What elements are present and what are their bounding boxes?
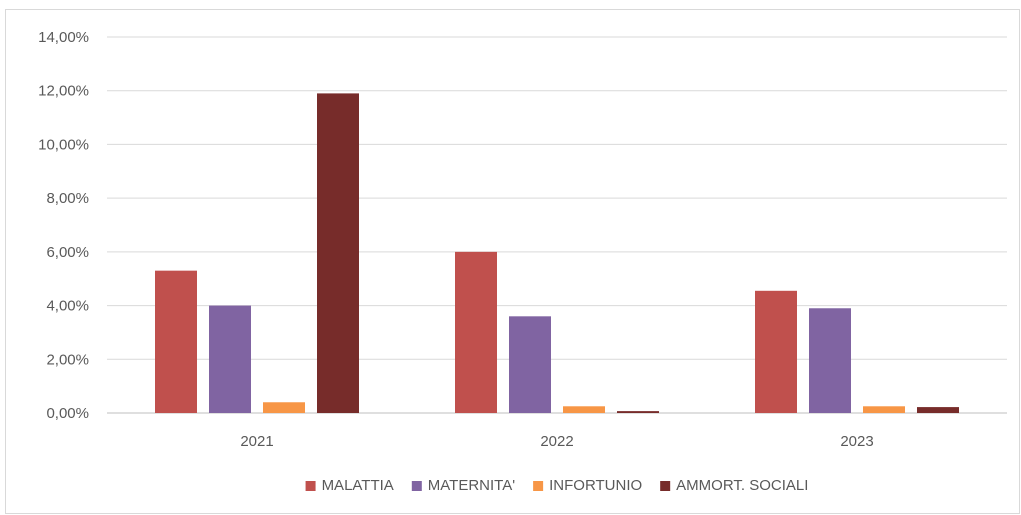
y-tick-label: 10,00%	[38, 136, 89, 153]
y-tick-label: 12,00%	[38, 83, 89, 100]
bar-ammort-sociali-2021	[317, 93, 359, 414]
legend-item: MALATTIA	[305, 477, 394, 494]
legend-label: AMMORT. SOCIALI	[676, 477, 808, 494]
bar-malattia-2023	[755, 290, 797, 413]
bar-malattia-2022	[455, 251, 497, 413]
bar-maternita-2022	[509, 316, 551, 413]
legend-swatch	[660, 481, 671, 491]
y-tick-label: 8,00%	[46, 190, 89, 207]
y-tick-label: 4,00%	[46, 298, 89, 315]
bar-infortunio-2021	[263, 402, 305, 413]
x-axis-tick-labels: 2021 2022 2023	[240, 433, 873, 450]
chart-frame	[5, 9, 1020, 514]
legend-item: INFORTUNIO	[533, 477, 642, 494]
gridlines	[107, 36, 1007, 414]
x-tick-label: 2023	[840, 433, 873, 450]
y-tick-label: 2,00%	[46, 351, 89, 368]
y-tick-label: 6,00%	[46, 244, 89, 261]
bar-infortunio-2023	[863, 406, 905, 413]
legend: MALATTIA MATERNITA' INFORTUNIO AMMORT. SOCI…	[305, 477, 808, 494]
bar-ammort-sociali-2022	[617, 411, 659, 413]
legend-label: MATERNITA'	[428, 477, 515, 494]
legend-swatch	[411, 481, 422, 491]
legend-item: AMMORT. SOCIALI	[660, 477, 808, 494]
x-tick-label: 2022	[540, 433, 573, 450]
bar-infortunio-2022	[563, 406, 605, 413]
legend-swatch	[305, 481, 316, 491]
legend-label: MALATTIA	[322, 477, 394, 494]
y-tick-label: 0,00%	[46, 405, 89, 422]
legend-label: INFORTUNIO	[549, 477, 642, 494]
x-tick-label: 2021	[240, 433, 273, 450]
bar-maternita-2023	[809, 308, 851, 413]
y-axis-tick-labels: 0,00% 2,00% 4,00% 6,00% 8,00% 10,00% 12,00% 14,…	[38, 29, 89, 422]
legend-item: MATERNITA'	[411, 477, 515, 494]
bar-malattia-2021	[155, 270, 197, 413]
y-tick-label: 14,00%	[38, 29, 89, 46]
bar-maternita-2021	[209, 305, 251, 413]
bar-ammort-sociali-2023	[917, 407, 959, 413]
legend-swatch	[533, 481, 544, 491]
bars	[155, 93, 959, 414]
